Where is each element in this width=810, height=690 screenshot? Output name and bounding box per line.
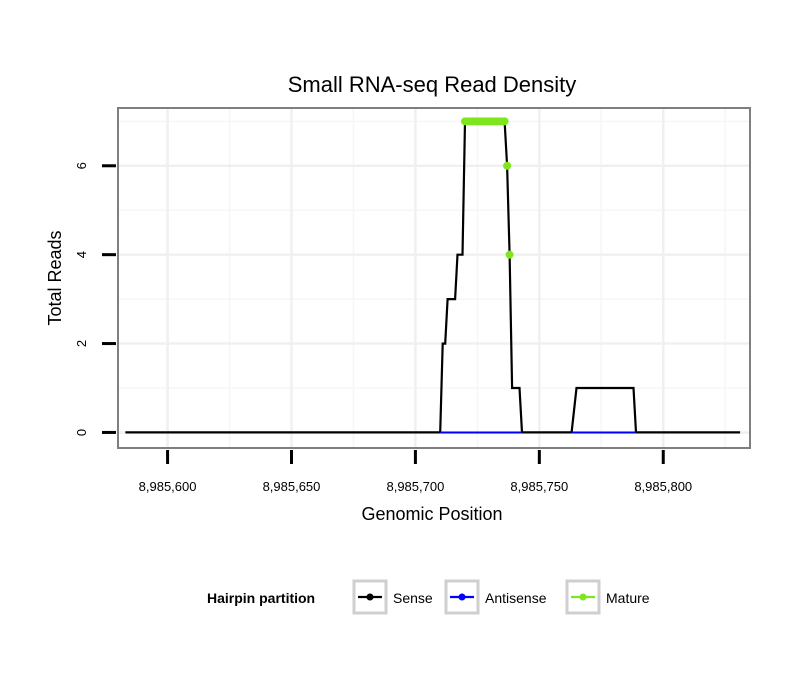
- x-axis-title: Genomic Position: [361, 504, 502, 524]
- legend-title: Hairpin partition: [207, 590, 315, 606]
- series-layer: [125, 117, 741, 434]
- plot-border: [117, 107, 751, 449]
- x-tick-label: 8,985,700: [386, 479, 444, 494]
- y-tick-label: 4: [74, 251, 89, 258]
- legend-label: Antisense: [485, 590, 547, 606]
- plot-panel: [117, 107, 751, 449]
- legend-label: Mature: [606, 590, 650, 606]
- x-axis: 8,985,600 8,985,650 8,985,700 8,985,750 8,98…: [139, 450, 692, 494]
- legend-label: Sense: [393, 590, 433, 606]
- x-tick-label: 8,985,750: [510, 479, 568, 494]
- x-tick-label: 8,985,600: [139, 479, 197, 494]
- y-tick-label: 6: [74, 162, 89, 169]
- legend-item-mature: Mature: [565, 579, 650, 615]
- legend-key-point: [579, 593, 587, 601]
- chart-title: Small RNA-seq Read Density: [288, 72, 577, 97]
- legend: Hairpin partition Sense Antisense Mature: [207, 579, 650, 615]
- legend-key-point: [366, 593, 374, 601]
- grid: [118, 108, 750, 448]
- x-tick-label: 8,985,800: [634, 479, 692, 494]
- y-axis: 0 2 4 6: [74, 162, 116, 436]
- legend-item-antisense: Antisense: [444, 579, 547, 615]
- y-tick-label: 2: [74, 340, 89, 347]
- series-mature-point: [503, 161, 512, 170]
- legend-item-sense: Sense: [352, 579, 433, 615]
- y-axis-title: Total Reads: [45, 230, 65, 325]
- x-tick-label: 8,985,650: [263, 479, 321, 494]
- series-mature-point: [505, 250, 514, 259]
- y-tick-label: 0: [74, 429, 89, 436]
- series-mature-point: [500, 117, 509, 126]
- series-sense-line: [125, 120, 741, 434]
- plot-background: [118, 108, 750, 448]
- legend-key-point: [458, 593, 466, 601]
